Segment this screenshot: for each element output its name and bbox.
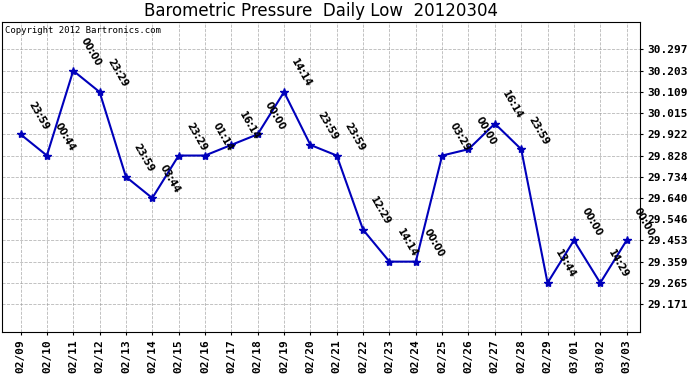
Text: 03:44: 03:44 (158, 164, 182, 195)
Title: Barometric Pressure  Daily Low  20120304: Barometric Pressure Daily Low 20120304 (144, 2, 498, 20)
Text: 23:29: 23:29 (105, 57, 129, 89)
Text: 23:59: 23:59 (26, 100, 50, 132)
Text: 12:29: 12:29 (368, 195, 393, 227)
Text: 23:59: 23:59 (316, 110, 340, 142)
Text: 14:29: 14:29 (606, 248, 630, 280)
Text: 23:59: 23:59 (526, 115, 551, 146)
Text: 14:14: 14:14 (395, 227, 419, 259)
Text: 00:00: 00:00 (474, 115, 498, 146)
Text: 14:14: 14:14 (290, 57, 314, 89)
Text: 13:44: 13:44 (553, 248, 578, 280)
Text: 00:00: 00:00 (422, 227, 446, 259)
Text: 00:00: 00:00 (264, 100, 288, 132)
Text: 16:14: 16:14 (500, 89, 524, 121)
Text: 00:00: 00:00 (632, 206, 656, 238)
Text: 23:59: 23:59 (342, 121, 366, 153)
Text: 00:00: 00:00 (580, 206, 604, 238)
Text: Copyright 2012 Bartronics.com: Copyright 2012 Bartronics.com (6, 26, 161, 35)
Text: 00:00: 00:00 (79, 36, 103, 68)
Text: 16:14: 16:14 (237, 110, 261, 142)
Text: 03:29: 03:29 (448, 121, 472, 153)
Text: 00:44: 00:44 (52, 121, 77, 153)
Text: 23:59: 23:59 (132, 142, 156, 174)
Text: 23:29: 23:29 (184, 121, 208, 153)
Text: 01:14: 01:14 (210, 121, 235, 153)
